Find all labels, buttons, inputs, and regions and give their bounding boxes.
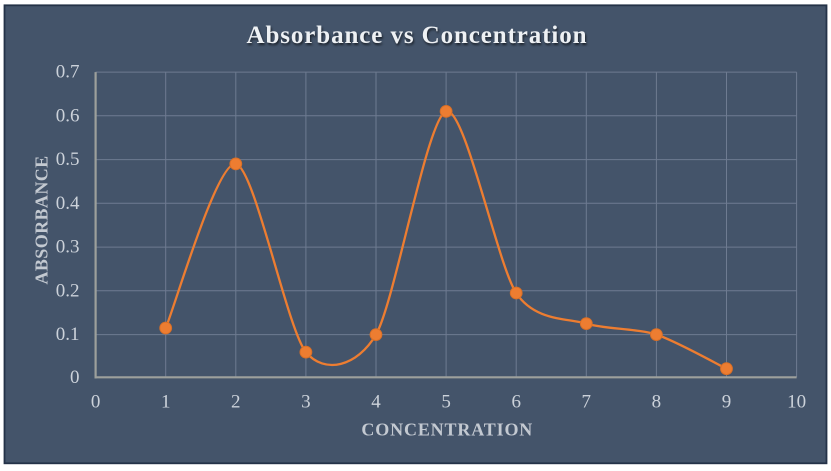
svg-text:4: 4 [371,391,381,412]
svg-text:10: 10 [787,391,806,412]
svg-text:0.2: 0.2 [56,280,80,301]
svg-text:0.3: 0.3 [56,237,80,258]
svg-text:0: 0 [91,391,101,412]
svg-text:0.1: 0.1 [56,324,80,345]
svg-text:0.6: 0.6 [56,105,80,126]
svg-text:ABSORBANCE: ABSORBANCE [32,155,52,284]
svg-text:0: 0 [70,367,80,388]
svg-text:0.5: 0.5 [56,149,80,170]
svg-text:0.4: 0.4 [56,193,80,214]
svg-text:3: 3 [301,391,311,412]
svg-text:9: 9 [722,391,732,412]
svg-text:6: 6 [511,391,521,412]
svg-text:5: 5 [441,391,451,412]
svg-text:CONCENTRATION: CONCENTRATION [361,420,533,440]
svg-text:Absorbance vs Concentration: Absorbance vs Concentration [247,22,588,49]
svg-text:0.7: 0.7 [56,62,80,83]
svg-text:7: 7 [582,391,592,412]
svg-text:8: 8 [652,391,662,412]
svg-text:1: 1 [161,391,171,412]
svg-text:2: 2 [231,391,241,412]
